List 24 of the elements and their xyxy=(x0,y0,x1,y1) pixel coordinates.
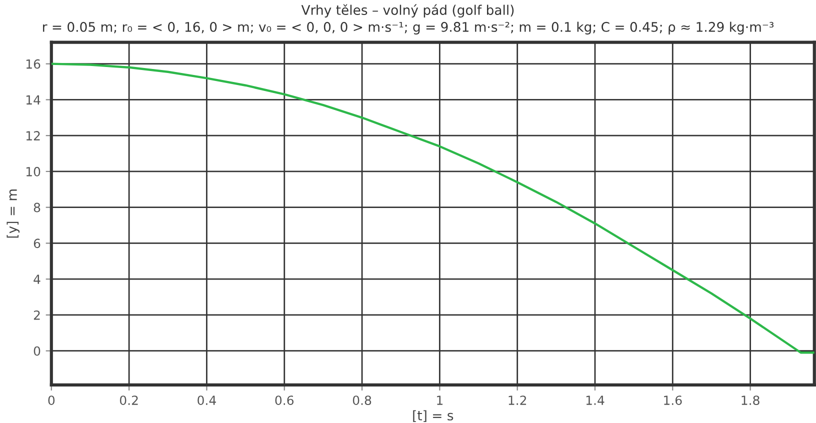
x-tick-label: 1.6 xyxy=(664,396,682,406)
y-tick-label: 12 xyxy=(26,131,40,140)
x-tick-label: 0 xyxy=(48,396,55,406)
x-tick-label: 1.8 xyxy=(742,396,760,406)
y-tick-label: 6 xyxy=(34,238,40,248)
y-tick-label: 16 xyxy=(26,59,40,69)
y-tick-label: 2 xyxy=(34,310,40,320)
chart-title: Vrhy těles – volný pád (golf ball) xyxy=(301,4,514,18)
x-tick-label: 1.4 xyxy=(586,396,604,405)
line-series xyxy=(51,62,814,354)
y-tick-label: 10 xyxy=(26,166,40,176)
y-tick-label: 0 xyxy=(34,346,40,356)
x-tick-label: 1 xyxy=(437,396,443,405)
x-tick-label: 0.2 xyxy=(120,396,138,406)
y-axis-title: [y] = m xyxy=(6,190,20,238)
y-tick-label: 8 xyxy=(34,202,40,212)
x-axis-title: [t] = s xyxy=(413,410,454,422)
x-tick-label: 1.2 xyxy=(508,396,526,405)
x-tick-label: 0.4 xyxy=(198,396,216,406)
x-tick-label: 0.6 xyxy=(275,396,294,406)
chart-subtitle: r = 0.05 m; r₀ = < 0, 16, 0 > m; v₀ = < 0, 0, 0 > m·s⁻¹; g = 9.81 m·s⁻²; m = 0.1 kg; C = 0.45; ρ ≈ 1.29 kg·m⁻³ xyxy=(43,22,774,34)
x-tick-label: 0.8 xyxy=(352,396,372,406)
y-tick-label: 14 xyxy=(26,95,40,104)
y-tick-label: 4 xyxy=(34,274,40,284)
